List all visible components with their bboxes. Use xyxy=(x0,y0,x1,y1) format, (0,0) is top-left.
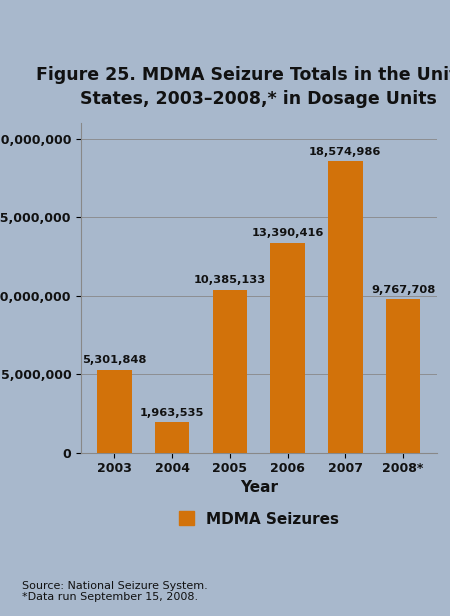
Text: 9,767,708: 9,767,708 xyxy=(371,285,435,295)
Text: 18,574,986: 18,574,986 xyxy=(309,147,382,157)
Text: 13,390,416: 13,390,416 xyxy=(252,228,324,238)
Bar xyxy=(155,422,189,453)
Bar xyxy=(386,299,420,453)
Text: 1,963,535: 1,963,535 xyxy=(140,408,204,418)
Title: Figure 25. MDMA Seizure Totals in the United
States, 2003–2008,* in Dosage Units: Figure 25. MDMA Seizure Totals in the Un… xyxy=(36,66,450,108)
Bar xyxy=(328,161,363,453)
Bar xyxy=(97,370,132,453)
Text: 5,301,848: 5,301,848 xyxy=(82,355,147,365)
Text: Source: National Seizure System.
*Data run September 15, 2008.: Source: National Seizure System. *Data r… xyxy=(22,581,208,602)
Text: 10,385,133: 10,385,133 xyxy=(194,275,266,285)
Legend: MDMA Seizures: MDMA Seizures xyxy=(179,511,339,527)
Bar xyxy=(212,290,247,453)
Bar xyxy=(270,243,305,453)
X-axis label: Year: Year xyxy=(240,480,278,495)
